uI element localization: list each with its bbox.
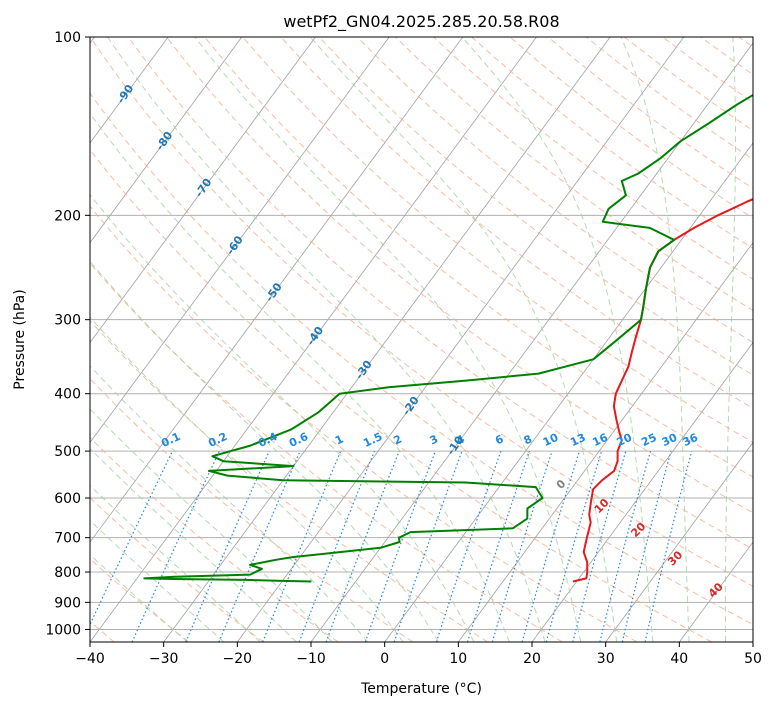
isotherm-line xyxy=(90,37,537,642)
moist-adiabat-line xyxy=(90,484,261,642)
isotherm-line xyxy=(457,242,753,642)
x-tick-label: 0 xyxy=(380,651,389,667)
x-tick-label: −20 xyxy=(223,651,253,667)
isotherm-line xyxy=(90,37,390,444)
moist-adiabat-line xyxy=(90,408,333,642)
moist-adiabat-line xyxy=(90,519,225,642)
y-tick-label: 500 xyxy=(54,444,81,460)
x-tick-label: 30 xyxy=(597,651,615,667)
x-tick-label: −30 xyxy=(149,651,179,667)
dewpoint-profile-line xyxy=(143,93,753,583)
mixing-ratio-line xyxy=(262,450,342,642)
dry-adiabat-line xyxy=(318,37,753,376)
mixing-ratio-line xyxy=(572,450,627,642)
mixing-ratio-line xyxy=(521,450,581,642)
mixing-ratio-line xyxy=(466,450,530,642)
dry-adiabat-line xyxy=(356,37,753,344)
mixing-ratio-label: 16 xyxy=(590,431,610,449)
y-tick-label: 400 xyxy=(54,387,81,403)
dry-adiabat-line xyxy=(90,377,414,642)
mixing-ratio-line xyxy=(393,450,463,642)
x-tick-label: −10 xyxy=(296,651,326,667)
y-tick-label: 300 xyxy=(54,313,81,329)
mixing-ratio-line xyxy=(621,450,672,642)
x-axis: −40 −30 −20 −10 0 10 20 30 40 50 xyxy=(75,642,762,667)
mixing-ratio-line xyxy=(545,450,603,642)
dry-adiabat-line xyxy=(90,37,753,587)
isotherm-line xyxy=(531,341,753,642)
moist-adiabat-line xyxy=(90,447,297,642)
isotherm-line xyxy=(752,641,753,642)
dry-adiabat-line xyxy=(90,205,638,642)
x-tick-label: 50 xyxy=(744,651,762,667)
dry-adiabat-line xyxy=(280,37,753,409)
y-tick-label: 900 xyxy=(54,595,81,611)
isotherm-line xyxy=(605,441,753,642)
y-tick-label: 700 xyxy=(54,531,81,547)
grid-layer xyxy=(90,37,753,642)
mixing-ratio-label: 25 xyxy=(639,431,658,449)
isotherm-line xyxy=(236,37,685,642)
mixing-ratio-line xyxy=(435,450,502,642)
plot-background xyxy=(90,37,753,642)
mixing-ratio-label: 30 xyxy=(660,431,680,449)
mixing-ratio-line xyxy=(491,450,553,642)
mixing-ratio-line xyxy=(325,450,400,642)
moist-adiabat-line xyxy=(107,37,546,642)
dry-adiabat-line xyxy=(90,148,712,642)
moist-adiabat-line xyxy=(724,37,736,642)
y-axis: 100 200 300 400 500 600 700 800 900 1000 xyxy=(45,30,90,638)
chart-title: wetPf2_GN04.2025.285.20.58.R08 xyxy=(283,12,559,32)
mixing-ratio-line xyxy=(185,450,270,642)
isotherm-line xyxy=(90,37,169,144)
isotherm-line xyxy=(310,42,753,642)
isotherm-line xyxy=(90,37,243,244)
background-lines xyxy=(90,37,753,642)
x-axis-label: Temperature (°C) xyxy=(360,681,482,697)
mixing-ratio-label: 13 xyxy=(568,431,587,449)
y-tick-label: 200 xyxy=(54,208,81,224)
moist-adiabat-line xyxy=(90,365,369,642)
mixing-ratio-label: 20 xyxy=(615,431,635,449)
y-tick-label: 1000 xyxy=(45,622,81,638)
dry-adiabat-line xyxy=(90,92,753,626)
y-tick-label: 600 xyxy=(54,491,81,507)
plot-frame xyxy=(89,36,754,643)
moist-adiabat-line xyxy=(620,37,690,642)
mixing-ratio-label: 10 xyxy=(541,431,561,449)
moist-adiabat-line xyxy=(309,37,618,642)
isotherm-line xyxy=(163,37,611,642)
x-tick-label: 20 xyxy=(523,651,541,667)
isotherm-line xyxy=(90,37,464,543)
isotherm-line xyxy=(384,142,753,642)
x-tick-label: 40 xyxy=(670,651,688,667)
mixing-ratio-label: 36 xyxy=(681,431,701,449)
moist-adiabat-line xyxy=(194,37,582,642)
mixing-ratio-line xyxy=(298,450,375,642)
moist-adiabat-line xyxy=(461,37,654,642)
x-tick-label: 10 xyxy=(449,651,467,667)
temperature-profile-line xyxy=(572,198,753,583)
y-tick-label: 100 xyxy=(54,30,81,46)
isotherm-line xyxy=(90,37,316,344)
dry-adiabat-line xyxy=(127,37,753,550)
moist-adiabat-line xyxy=(90,316,404,642)
moist-adiabat-line xyxy=(90,112,510,642)
x-tick-label: −40 xyxy=(75,651,105,667)
series-layer xyxy=(143,93,753,583)
y-axis-label: Pressure (hPa) xyxy=(12,289,28,389)
moist-adiabat-line xyxy=(90,553,188,642)
mixing-ratio-line xyxy=(599,450,652,642)
dry-adiabat-line xyxy=(90,262,563,642)
y-tick-label: 800 xyxy=(54,565,81,581)
dry-adiabat-line xyxy=(166,37,753,514)
mixing-ratio-line xyxy=(644,450,693,642)
moist-adiabat-line xyxy=(90,260,439,642)
mixing-ratio-line xyxy=(364,450,436,642)
